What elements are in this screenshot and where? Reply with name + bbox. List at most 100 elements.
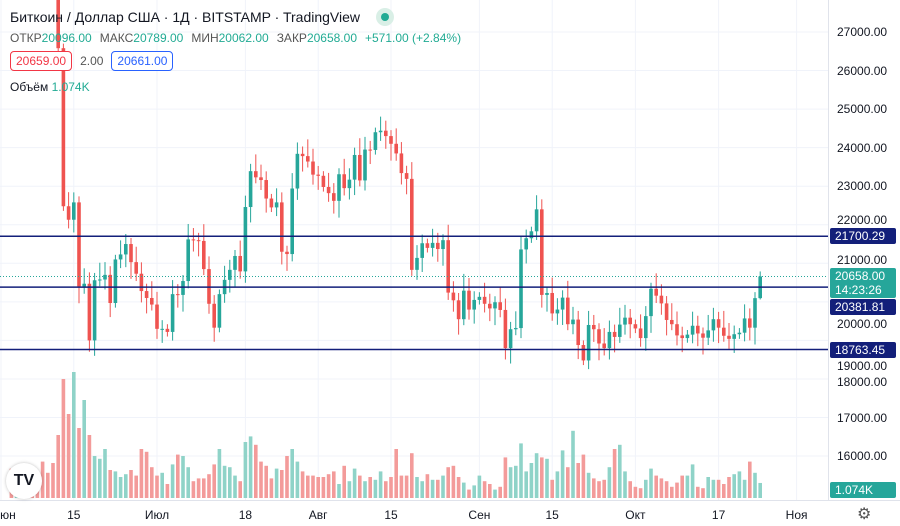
volume-bar [326, 474, 331, 498]
candle-body [280, 202, 284, 252]
candle-body [87, 283, 92, 341]
candle-body [477, 296, 482, 300]
candle-body [467, 290, 471, 310]
volume-bar [150, 467, 154, 498]
candle-body [737, 332, 742, 335]
spread-value: 2.00 [80, 54, 104, 68]
volume-bar [566, 467, 570, 498]
candle-body [581, 345, 586, 361]
time-tick: 18 [238, 508, 253, 522]
volume-bar [72, 372, 76, 498]
candle-body [451, 292, 456, 301]
candle-body [342, 174, 346, 189]
candle-body [108, 274, 112, 304]
candle-body [529, 231, 534, 239]
market-status-icon[interactable] [376, 8, 394, 26]
candle-body [576, 319, 580, 346]
sell-price-button[interactable]: 20659.00 [10, 51, 73, 71]
candle-body [134, 262, 138, 274]
candle-body [332, 193, 336, 201]
price-tick: 19000.00 [837, 359, 888, 374]
buy-price-button[interactable]: 20661.00 [111, 51, 174, 71]
price-tick: 23000.00 [837, 179, 888, 194]
candle-body [446, 240, 450, 293]
volume-bar [618, 444, 622, 498]
candle-body [436, 242, 440, 250]
volume-bar [363, 481, 367, 498]
candle-body [352, 154, 357, 180]
volume-bar [285, 456, 289, 498]
volume-bar [342, 465, 346, 498]
volume-bar [40, 461, 45, 498]
candle-body [378, 130, 383, 133]
volume-bar [628, 481, 632, 498]
settings-gear-icon[interactable]: ⚙ [857, 506, 872, 523]
volume-bar [243, 442, 248, 498]
volume-bar [373, 479, 378, 498]
candle-body [659, 295, 664, 304]
ohlc-value: 20658.00 [306, 31, 357, 45]
current-price-label: 20658.00 [830, 268, 896, 284]
volume-bar [586, 472, 591, 498]
candle-body [384, 130, 388, 137]
time-tick: юн [0, 508, 16, 522]
volume-bar [540, 457, 544, 498]
candle-body [139, 273, 144, 292]
volume-bar [248, 436, 253, 498]
candle-body [748, 318, 752, 328]
candle-body [664, 303, 669, 320]
volume-bar [758, 482, 762, 498]
price-tick: 18000.00 [837, 374, 888, 389]
candle-body [368, 149, 372, 151]
volume-bar [118, 477, 123, 498]
volume-bar [87, 435, 92, 498]
price-tick: 26000.00 [837, 63, 888, 78]
candle-body [176, 294, 180, 296]
price-tick: 20000.00 [837, 316, 888, 331]
volume-bar [633, 486, 638, 498]
volume-bar [456, 477, 461, 498]
candlestick-svg[interactable] [0, 0, 828, 500]
candle-body [425, 243, 430, 248]
volume-bar [472, 485, 476, 498]
candle-body [233, 255, 237, 270]
candle-body [566, 297, 570, 325]
volume-bar [160, 472, 164, 498]
volume-bar [727, 477, 731, 498]
price-axis[interactable]: 21700.29 20658.00 14:23:26 20381.81 18763.45… [828, 0, 900, 500]
volume-bar [202, 478, 206, 498]
volume-bar [368, 477, 372, 498]
candle-body [550, 292, 554, 314]
candle-body [248, 171, 253, 208]
volume-bar [659, 478, 664, 498]
volume-bar [170, 464, 175, 498]
volume-bar [269, 478, 274, 498]
ohlc-value: 20096.00 [41, 31, 92, 45]
candle-body [503, 309, 508, 349]
volume-bar [664, 481, 669, 498]
volume-bar [176, 454, 180, 498]
volume-bar [155, 475, 159, 498]
ohlc-values: ОТКР20096.00 МАКС20789.00 МИН20062.00 ЗАКР2… [10, 31, 469, 45]
candle-body [103, 274, 107, 280]
volume-bar [321, 477, 326, 498]
price-change: +571.00 (+2.84%) [365, 31, 462, 45]
price-chart[interactable] [0, 0, 828, 500]
candle-body [430, 242, 435, 248]
symbol-title[interactable]: Биткоин / Доллар США · 1Д · BITSTAMP · T… [10, 9, 360, 25]
candle-body [144, 291, 149, 298]
volume-bar [451, 465, 456, 498]
candle-body [238, 255, 242, 272]
ohlc-key: ЗАКР [276, 31, 307, 45]
candle-body [742, 318, 747, 333]
tradingview-logo-icon[interactable]: TV [6, 463, 42, 499]
volume-bar [139, 449, 144, 498]
candle-body [98, 279, 102, 281]
volume-bar [555, 471, 560, 498]
candle-body [202, 240, 206, 270]
volume-bar [534, 453, 539, 498]
time-axis[interactable]: ⚙ юн 15 Июл 18 Авг 15 Сен 15 Окт 17 Ноя [0, 500, 900, 526]
candle-body [727, 335, 731, 339]
candle-body [373, 132, 378, 150]
candle-body [228, 269, 232, 280]
